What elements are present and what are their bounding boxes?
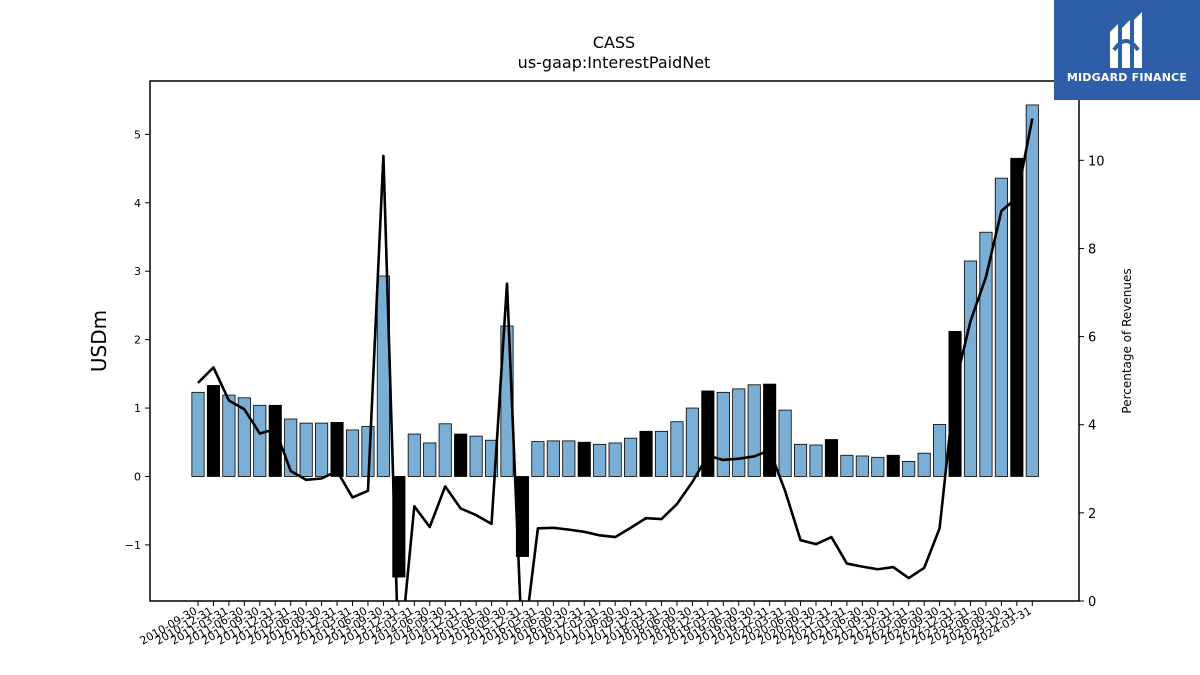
y-right-tick-label: 6	[1088, 331, 1096, 346]
y-left-tick-label: 5	[134, 128, 141, 141]
bar-2022-09-30	[933, 424, 947, 477]
bar-2021-06-30	[855, 455, 869, 477]
bar-2022-06-30	[917, 452, 931, 477]
bar-2014-06-30	[423, 442, 437, 477]
y-right-tick-label: 10	[1088, 154, 1105, 169]
bar-2016-06-30	[546, 440, 560, 477]
bar-2014-12-31	[454, 433, 468, 477]
bar-2020-06-30	[794, 443, 808, 477]
bar-2018-03-31	[654, 430, 669, 477]
bar-series	[191, 104, 1039, 578]
y-left-tick-label: 0	[134, 470, 141, 483]
y-right-tick-label: 2	[1088, 507, 1096, 522]
bar-2010-09-30	[191, 391, 205, 477]
bar-2023-03-31	[963, 260, 978, 477]
logo-text: MIDGARD FINANCE	[1066, 71, 1188, 84]
y-left-tick-label: 1	[134, 402, 141, 415]
bar-2024-03-31	[1025, 104, 1039, 477]
bar-2011-06-30	[237, 397, 251, 477]
bar-2017-03-31	[593, 443, 607, 477]
bar-2017-12-31	[639, 430, 653, 477]
logo-badge: MIDGARD FINANCE	[1054, 0, 1200, 100]
bar-2012-06-30	[299, 422, 313, 477]
bar-2012-12-31	[330, 422, 344, 477]
bar-2011-09-30	[253, 404, 267, 477]
y-axis-left-label: USDm	[87, 310, 111, 372]
bar-2022-12-31	[948, 331, 962, 477]
bar-2018-06-30	[670, 421, 684, 477]
bar-2019-12-31	[763, 383, 777, 477]
bar-2020-03-31	[778, 409, 792, 477]
y-left-tick-label: 3	[134, 265, 141, 278]
bar-2010-12-31	[206, 385, 221, 477]
bar-2023-09-30	[994, 177, 1008, 477]
y-axis-left: −1 0 1 2 3 4 5	[125, 128, 150, 552]
bar-2016-03-31	[531, 441, 545, 477]
bar-2017-06-30	[608, 442, 622, 477]
y-left-tick-label: 4	[134, 197, 141, 210]
bar-2016-12-31	[577, 441, 591, 477]
bar-2022-03-31	[902, 461, 916, 477]
bar-2017-09-30	[624, 437, 638, 477]
y-right-tick-label: 4	[1088, 419, 1096, 434]
bar-2018-12-31	[701, 390, 715, 477]
bar-2015-03-31	[469, 435, 483, 477]
bar-2021-09-30	[871, 456, 885, 477]
midgard-logo-icon	[1110, 12, 1142, 68]
bar-2012-09-30	[315, 422, 329, 477]
y-right-tick-label: 8	[1088, 242, 1096, 257]
bar-2011-12-31	[268, 404, 282, 477]
bar-2020-12-31	[824, 439, 838, 477]
y-right-tick-label: 0	[1088, 595, 1096, 610]
bar-2020-09-30	[809, 444, 823, 477]
bar-2019-09-30	[747, 384, 761, 477]
pct-revenue-line	[197, 118, 1034, 601]
bar-2019-03-31	[716, 391, 730, 477]
chart-title: CASS	[593, 33, 635, 52]
chart-subtitle: us-gaap:InterestPaidNet	[518, 53, 711, 72]
bar-2016-09-30	[562, 440, 576, 477]
bar-2021-03-31	[840, 454, 854, 477]
bar-2019-06-30	[732, 388, 746, 477]
bar-2011-03-31	[222, 394, 236, 477]
bar-2023-12-31	[1010, 157, 1024, 477]
y-axis-right-label: Percentage of Revenues	[1120, 268, 1134, 413]
plot-area-frame	[149, 80, 1080, 602]
y-axis-right: 0 2 4 6 8 10	[1079, 154, 1105, 610]
y-left-tick-label: 2	[134, 334, 141, 347]
bar-2013-03-31	[345, 429, 360, 477]
bar-2014-09-30	[438, 423, 452, 477]
x-axis: 2010-09-302010-12-312011-03-312011-06-30…	[138, 601, 1034, 648]
y-left-tick-label: −1	[125, 539, 141, 552]
line-series	[197, 118, 1034, 601]
bar-2018-09-30	[685, 407, 699, 477]
bar-2014-03-31	[407, 433, 421, 477]
bar-2023-06-30	[979, 231, 993, 477]
bar-2021-12-31	[886, 454, 900, 477]
